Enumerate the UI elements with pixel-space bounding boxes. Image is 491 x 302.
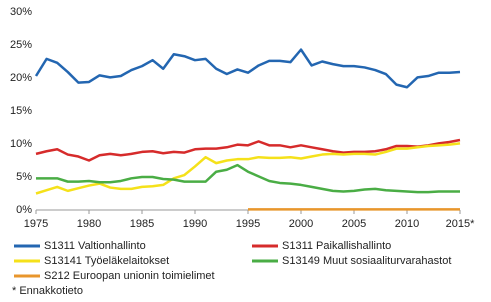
x-tick-label: 2005	[342, 218, 366, 230]
y-tick-label: 25%	[10, 39, 32, 51]
y-tick-label: 5%	[16, 171, 32, 183]
y-tick-label: 30%	[10, 6, 32, 18]
x-tick-label: 1980	[77, 218, 101, 230]
legend-label: S13149 Muut sosiaaliturvarahastot	[282, 255, 451, 267]
legend-label: S1311 Valtionhallinto	[44, 240, 146, 252]
x-tick-label: 2010	[395, 218, 419, 230]
x-tick-label: 2000	[289, 218, 313, 230]
legend-label: S13141 Työeläkelaitokset	[44, 255, 169, 267]
legend-label: S1311 Paikallishallinto	[282, 240, 391, 252]
series-line	[36, 163, 460, 194]
legend-label: S212 Euroopan unionin toimielimet	[44, 270, 215, 282]
x-tick-label: 1975	[24, 218, 48, 230]
y-tick-label: 15%	[10, 105, 32, 117]
series-line	[35, 142, 461, 195]
x-tick-label: 1990	[183, 218, 207, 230]
series-line	[34, 48, 461, 89]
y-tick-label: 0%	[16, 204, 32, 216]
y-tick-label: 20%	[10, 72, 32, 84]
y-tick-label: 10%	[10, 138, 32, 150]
series-line	[35, 138, 461, 162]
footnote: * Ennakkotieto	[12, 285, 83, 297]
x-tick-label: 1985	[130, 218, 154, 230]
x-tick-label: 2015*	[446, 218, 475, 230]
x-tick-label: 1995	[236, 218, 260, 230]
